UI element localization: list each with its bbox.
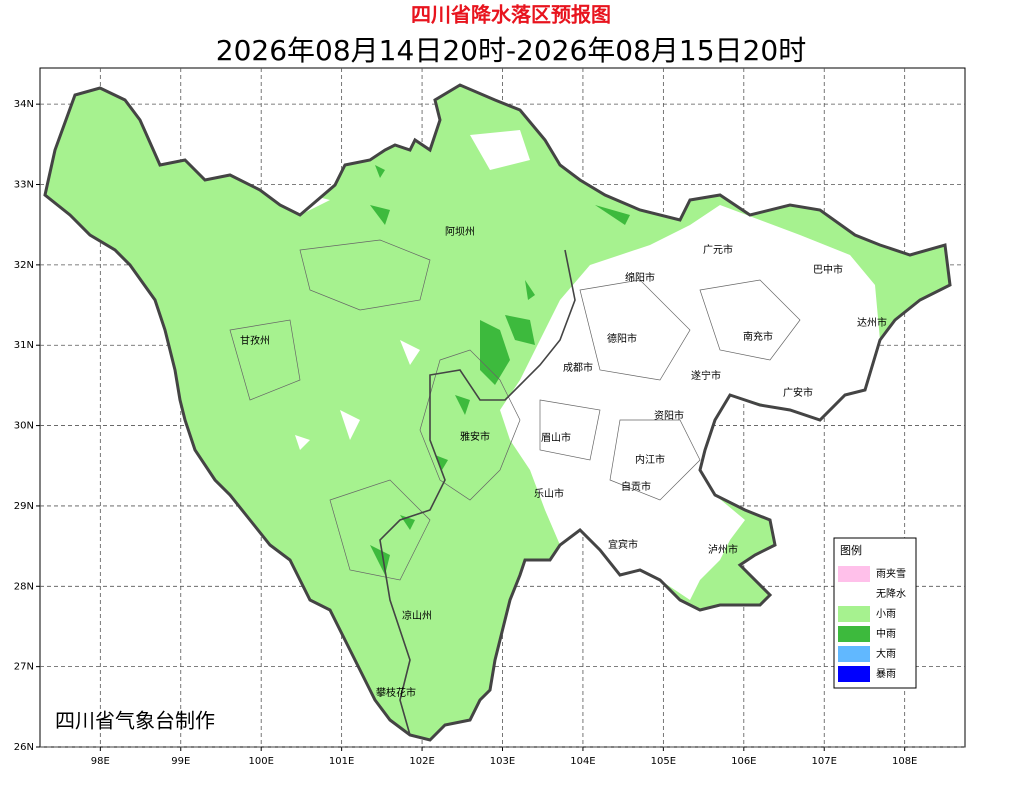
x-tick-label: 100E [248,756,273,767]
y-tick-label: 32N [14,260,34,271]
city-label: 攀枝花市 [376,686,416,699]
y-tick-label: 33N [14,180,34,191]
y-tick-label: 29N [14,501,34,512]
city-label: 成都市 [563,361,593,374]
legend-label: 雨夹雪 [876,567,906,580]
moderate-rain-area [370,165,630,575]
y-tick-label: 31N [14,340,34,351]
legend-label: 无降水 [876,587,906,600]
city-label: 德阳市 [607,332,637,345]
city-label: 宜宾市 [608,538,638,551]
city-label: 遂宁市 [691,369,721,382]
city-label: 自贡市 [621,480,651,493]
city-label: 广元市 [703,243,733,256]
legend-swatch [838,566,870,582]
legend-label: 暴雨 [876,668,896,680]
legend-swatch [838,626,870,642]
prefecture-boundary [379,249,576,736]
y-tick-label: 26N [14,742,34,753]
legend-label: 大雨 [876,647,896,660]
city-label: 绵阳市 [625,271,655,284]
city-label: 凉山州 [402,609,432,622]
district-boundary [229,239,801,581]
legend-title: 图例 [840,543,862,557]
legend-swatch [838,586,870,602]
city-label: 南充市 [743,330,773,343]
city-label: 眉山市 [541,431,571,444]
city-label: 达州市 [857,316,887,329]
city-label: 内江市 [635,453,665,466]
x-tick-label: 107E [812,756,837,767]
city-label: 泸州市 [708,543,738,556]
city-label: 甘孜州 [240,334,270,347]
legend-swatch [838,666,870,682]
x-tick-label: 108E [892,756,917,767]
city-label: 阿坝州 [445,226,475,238]
y-tick-label: 30N [14,421,34,432]
x-tick-label: 106E [731,756,756,767]
legend-label: 小雨 [876,608,896,620]
x-tick-label: 104E [570,756,595,767]
city-label: 资阳市 [654,409,684,422]
x-tick-label: 102E [409,756,434,767]
city-label: 雅安市 [460,430,490,443]
map-title: 四川省降水落区预报图 [411,3,611,27]
city-label: 乐山市 [534,487,564,500]
legend-label: 中雨 [876,627,896,640]
y-tick-label: 34N [14,99,34,110]
x-tick-label: 101E [329,756,354,767]
y-tick-label: 28N [14,581,34,592]
x-tick-label: 103E [490,756,515,767]
map-subtitle: 2026年08月14日20时-2026年08月15日20时 [216,34,806,67]
no-rain-area [500,205,880,600]
x-tick-label: 99E [171,756,190,767]
y-tick-label: 27N [14,662,34,673]
credit: 四川省气象台制作 [55,709,215,733]
city-label: 广安市 [783,386,813,399]
city-label: 巴中市 [813,263,843,276]
x-tick-label: 105E [651,756,676,767]
x-tick-label: 98E [91,756,110,767]
legend-swatch [838,646,870,662]
legend-swatch [838,606,870,622]
